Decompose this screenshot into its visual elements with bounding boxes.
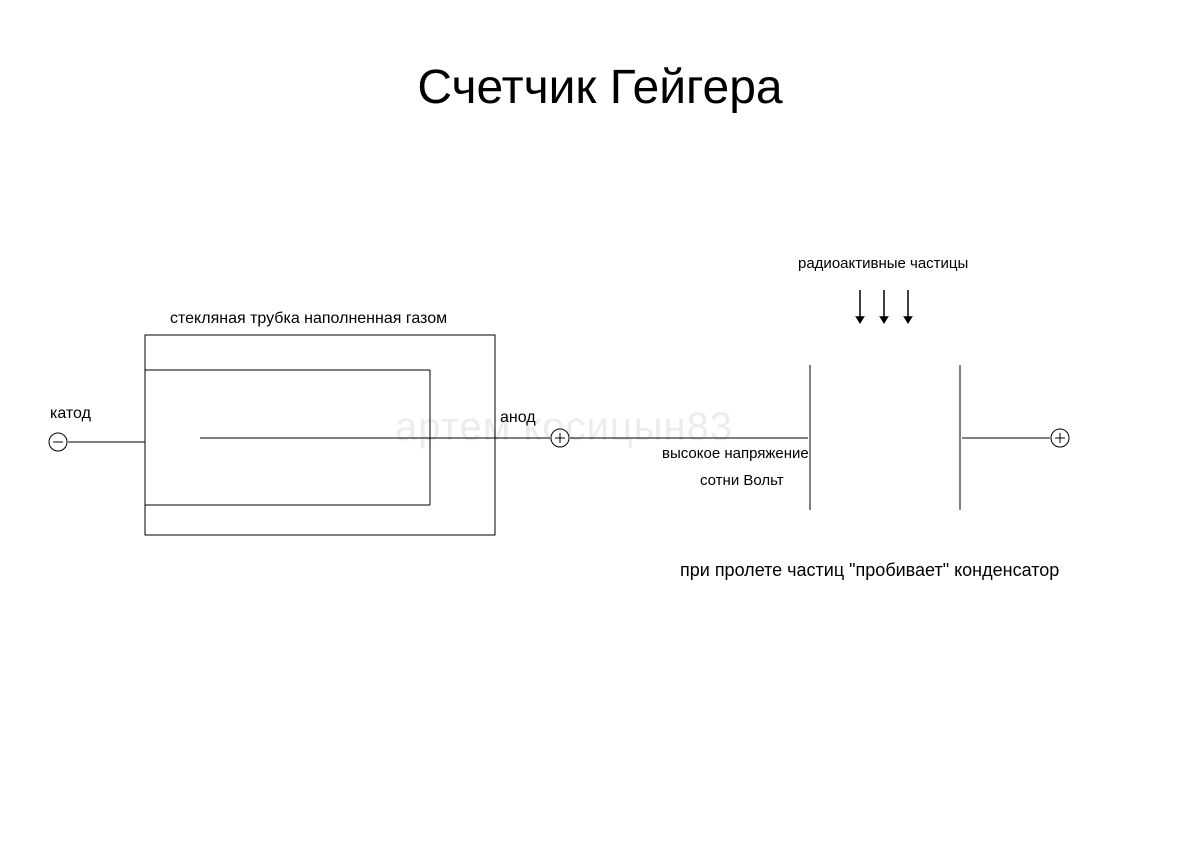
particle-arrow-2 — [879, 290, 889, 324]
cathode-node-minus — [49, 433, 67, 451]
particle-arrow-3 — [903, 290, 913, 324]
arrows-group — [855, 290, 913, 324]
anode-node-plus — [551, 429, 569, 447]
particle-arrow-1 — [855, 290, 865, 324]
nodes-group — [49, 429, 1069, 451]
schematic-svg — [0, 0, 1200, 849]
output-node-plus — [1051, 429, 1069, 447]
